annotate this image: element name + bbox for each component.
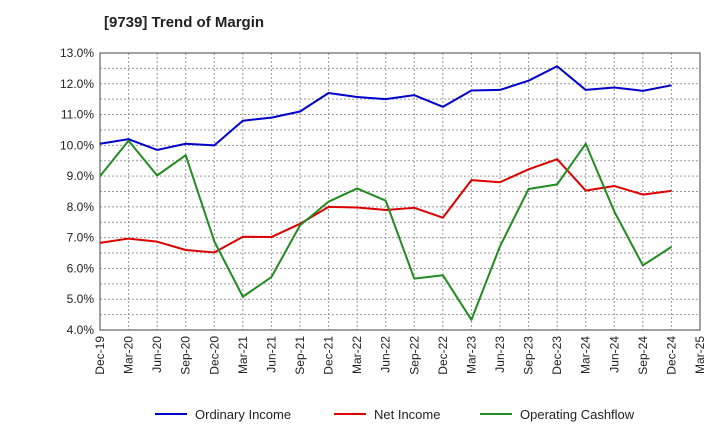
y-tick-label: 10.0% — [60, 138, 94, 152]
chart-title: [9739] Trend of Margin — [104, 14, 265, 31]
y-tick-label: 9.0% — [67, 169, 95, 183]
x-tick-label: Dec-24 — [664, 336, 678, 375]
x-tick-label: Mar-20 — [122, 336, 136, 374]
x-tick-label: Mar-21 — [236, 336, 250, 374]
x-tick-label: Sep-22 — [407, 336, 421, 375]
y-tick-label: 7.0% — [67, 231, 95, 245]
x-tick-label: Sep-21 — [293, 336, 307, 375]
x-tick-label: Sep-20 — [179, 336, 193, 375]
x-tick-label: Jun-20 — [150, 336, 164, 373]
x-tick-label: Sep-24 — [636, 336, 650, 375]
x-tick-label: Dec-23 — [550, 336, 564, 375]
x-tick-label: Jun-21 — [264, 336, 278, 373]
y-tick-label: 13.0% — [60, 46, 94, 60]
x-tick-label: Mar-25 — [693, 336, 707, 374]
series-line-3 — [99, 139, 672, 321]
y-tick-label: 4.0% — [67, 323, 95, 337]
series-line-2 — [99, 158, 672, 254]
x-tick-label: Mar-22 — [350, 336, 364, 374]
legend-entry: Operating Cashflow — [520, 407, 635, 422]
x-tick-label: Dec-21 — [322, 336, 336, 375]
legend-entry: Ordinary Income — [195, 407, 291, 422]
x-tick-label: Dec-22 — [436, 336, 450, 375]
x-tick-label: Dec-19 — [93, 336, 107, 375]
y-tick-label: 5.0% — [67, 292, 95, 306]
y-tick-label: 8.0% — [67, 200, 95, 214]
plot-border — [99, 52, 701, 331]
x-tick-label: Mar-24 — [579, 336, 593, 374]
y-tick-label: 12.0% — [60, 77, 94, 91]
series-line-1 — [99, 65, 672, 151]
x-tick-label: Dec-20 — [207, 336, 221, 375]
x-tick-label: Mar-23 — [464, 336, 478, 374]
y-tick-label: 11.0% — [61, 108, 94, 122]
x-tick-label: Jun-22 — [379, 336, 393, 373]
x-tick-label: Jun-24 — [607, 336, 621, 373]
y-tick-label: 6.0% — [67, 261, 95, 275]
legend-entry: Net Income — [374, 407, 440, 422]
x-tick-label: Jun-23 — [493, 336, 507, 373]
x-tick-label: Sep-23 — [522, 336, 536, 375]
